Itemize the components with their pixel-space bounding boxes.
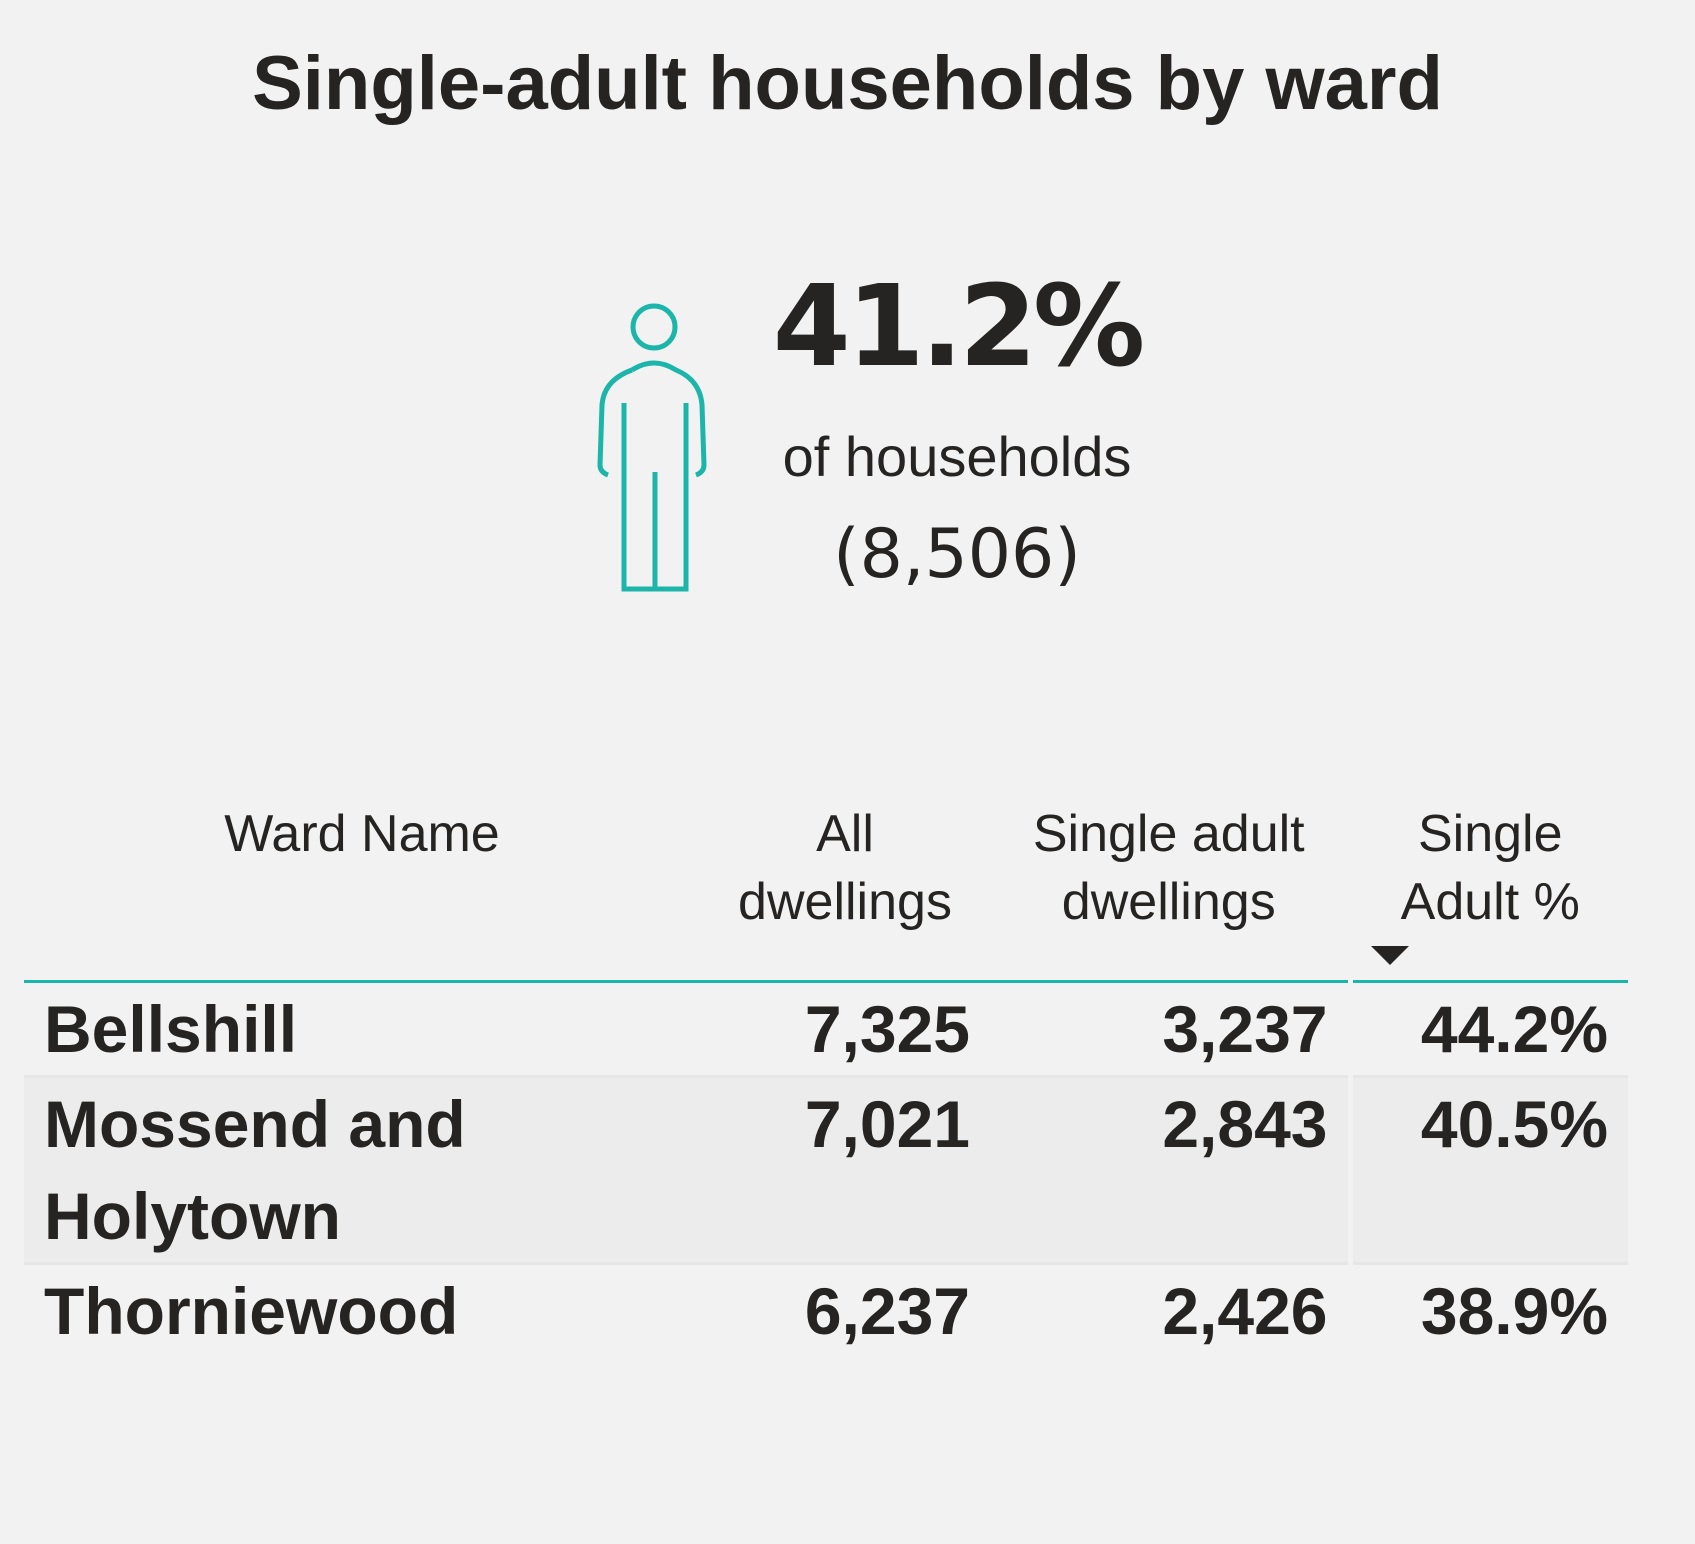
column-header[interactable]: Single adult dwellings (990, 800, 1353, 983)
ward-name: Mossend and Holytown (24, 1076, 700, 1265)
table-row: Mossend and Holytown 7,021 2,843 40.5% (24, 1076, 1628, 1265)
kpi-count: (8,506) (833, 515, 1081, 594)
cell-value: 2,843 (990, 1076, 1353, 1265)
table-row: Bellshill 7,325 3,237 44.2% (24, 981, 1628, 1078)
cell-value: 7,021 (700, 1076, 990, 1265)
header-text: Single Adult % (1400, 805, 1580, 931)
header-text: Ward Name (224, 805, 500, 863)
ward-table: Ward Name All dwellings Single adult dwell… (24, 800, 1628, 1357)
column-header[interactable]: All dwellings (700, 800, 990, 983)
kpi-value: 41.2% (772, 262, 1146, 392)
header-text: Single adult dwellings (1032, 805, 1305, 931)
cell-value: 6,237 (804, 1274, 970, 1348)
title: Single-adult households by ward (252, 41, 1443, 126)
header-text: All dwellings (738, 805, 952, 931)
kpi-caption: of households (782, 425, 1132, 488)
cell-value: 38.9% (1420, 1274, 1608, 1348)
ward-name: Bellshill (24, 981, 700, 1078)
cell-value: 40.5% (1350, 1076, 1628, 1265)
cell-value: 44.2% (1350, 981, 1628, 1078)
column-header[interactable]: Ward Name (24, 800, 700, 983)
cell-value: 7,325 (700, 981, 990, 1078)
cell-value: 3,237 (990, 981, 1353, 1078)
person-icon (597, 303, 707, 592)
sort-arrow (1370, 946, 1409, 965)
sort-arrow-shape (1370, 946, 1409, 965)
cell-value: 2,426 (990, 1263, 1353, 1357)
ward-name: Thorniewood (44, 1274, 459, 1348)
column-header[interactable]: Single Adult % (1350, 800, 1628, 983)
table-row: Thorniewood 6,237 2,426 38.9% (24, 1263, 1628, 1357)
